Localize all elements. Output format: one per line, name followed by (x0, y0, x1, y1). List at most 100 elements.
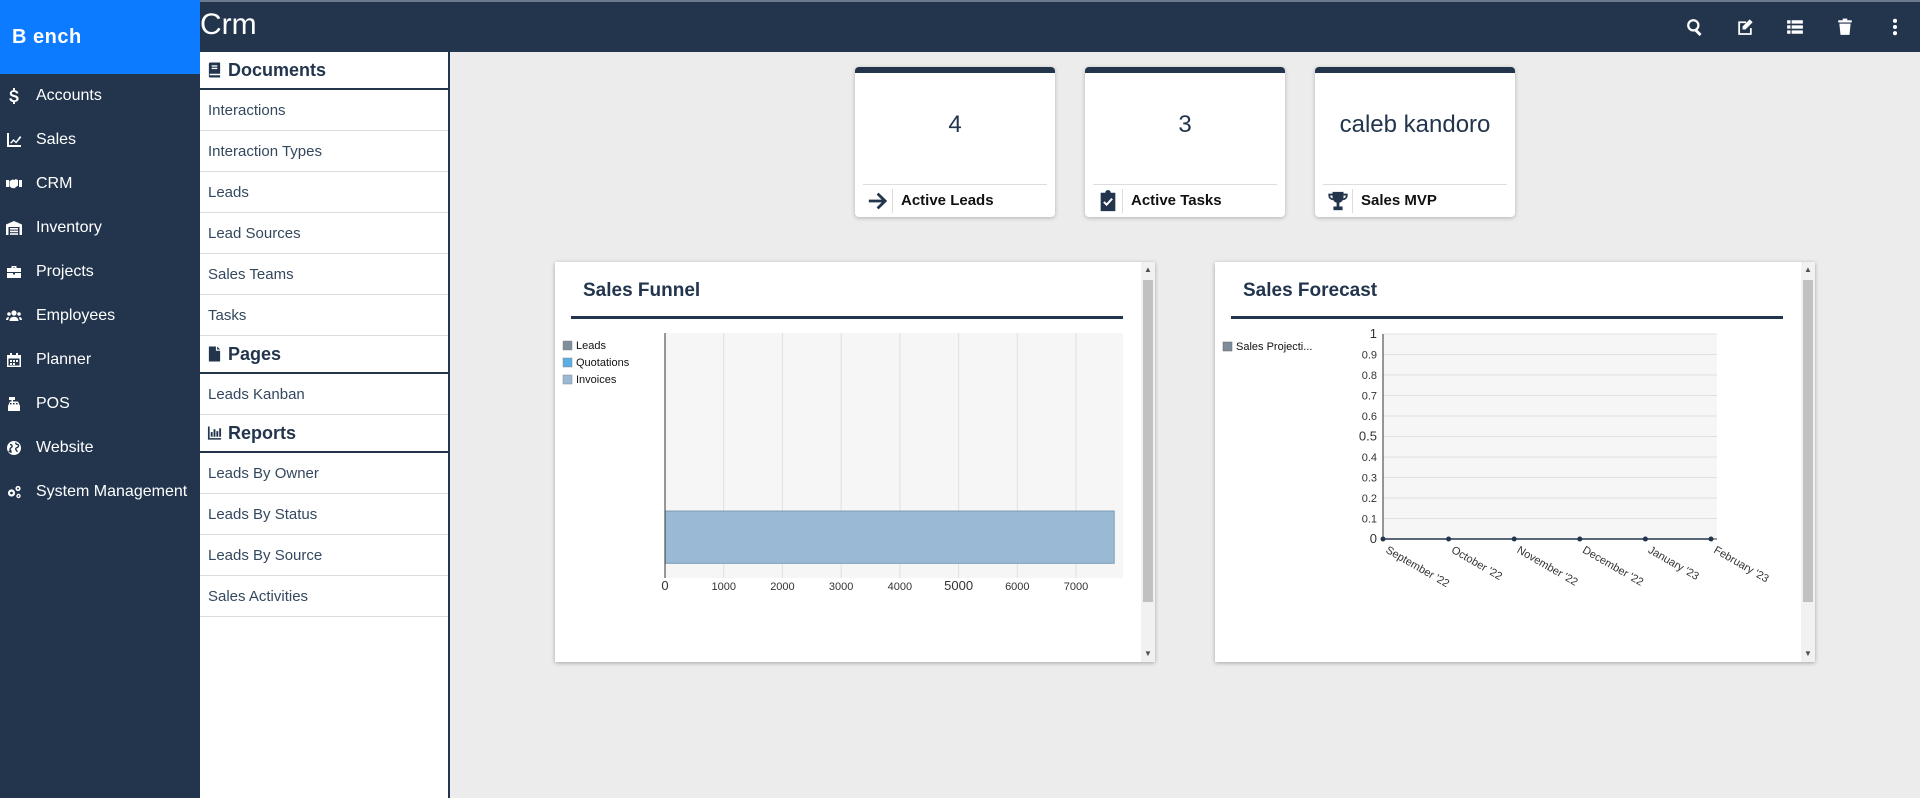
scroll-up-icon[interactable]: ▲ (1144, 265, 1152, 274)
y-tick-label: 0.8 (1362, 370, 1377, 382)
menu-item-leads-by-source[interactable]: Leads By Source (200, 535, 448, 576)
trash-icon (1838, 18, 1852, 35)
funnel-bar-invoices (664, 510, 1115, 564)
scroll-up-icon[interactable]: ▲ (1804, 265, 1812, 274)
more-button[interactable] (1870, 2, 1920, 52)
data-point[interactable] (1708, 536, 1714, 542)
panel-scrollbar[interactable]: ▲ ▼ (1141, 262, 1155, 662)
scroll-thumb[interactable] (1803, 280, 1813, 602)
menu-item-sales-teams[interactable]: Sales Teams (200, 254, 448, 295)
kpi-value: caleb kandoro (1339, 111, 1491, 138)
y-tick-label: 0.2 (1362, 493, 1377, 505)
scroll-down-icon[interactable]: ▼ (1144, 649, 1152, 658)
kpi-card-sales-mvp[interactable]: caleb kandoro Sales MVP (1315, 67, 1515, 217)
list-icon (1787, 20, 1803, 34)
top-bar: Crm (200, 0, 1920, 52)
legend-label: Invoices (576, 374, 617, 386)
trophy-icon (1327, 191, 1348, 210)
x-tick-label: November '22 (1515, 544, 1580, 588)
sidebar-item-accounts[interactable]: Accounts (0, 74, 200, 118)
scroll-down-icon[interactable]: ▼ (1804, 649, 1812, 658)
menu-section-title: Pages (228, 343, 282, 364)
y-tick-label: 0.4 (1362, 452, 1377, 464)
sidebar-item-projects[interactable]: Projects (0, 250, 200, 294)
sidebar-item-employees[interactable]: Employees (0, 294, 200, 338)
clipboard-check-icon (1100, 189, 1115, 211)
kpi-value: 4 (948, 111, 962, 138)
x-tick-label: December '22 (1580, 544, 1645, 588)
sidebar-item-crm[interactable]: CRM (0, 162, 200, 206)
sidebar-nav: Accounts Sales CRM Inventory Projects Employe… (0, 74, 200, 514)
chart-title: Sales Funnel (583, 280, 701, 301)
module-menu: Documents Interactions Interaction Types Le… (200, 52, 450, 798)
brand-logo[interactable]: B ench (0, 0, 200, 74)
legend-item[interactable]: Quotations (562, 357, 630, 369)
data-point[interactable] (1446, 536, 1452, 542)
x-tick-label: 0 (661, 578, 668, 593)
kpi-card-active-leads[interactable]: 4 Active Leads (855, 67, 1055, 217)
menu-item-interactions[interactable]: Interactions (200, 90, 448, 131)
legend-item[interactable]: Sales Projecti... (1222, 341, 1312, 353)
book-icon (204, 62, 224, 78)
title-divider (571, 316, 1123, 319)
sales-funnel-panel: Sales Funnel 0 1000 2000 3000 4000 5000 6000 70… (555, 262, 1155, 662)
sidebar-item-planner[interactable]: Planner (0, 338, 200, 382)
data-point[interactable] (1511, 536, 1517, 542)
dollar-icon (4, 88, 24, 104)
x-tick-label: 5000 (944, 578, 973, 593)
more-vertical-icon (1892, 18, 1898, 36)
menu-item-lead-sources[interactable]: Lead Sources (200, 213, 448, 254)
search-button[interactable] (1670, 2, 1720, 52)
kpi-label: Active Tasks (1131, 192, 1222, 209)
legend-swatch (562, 357, 573, 368)
sidebar-item-label: Planner (36, 351, 92, 368)
users-icon (4, 308, 24, 324)
sidebar-item-website[interactable]: Website (0, 426, 200, 470)
sidebar-item-pos[interactable]: POS (0, 382, 200, 426)
menu-item-leads[interactable]: Leads (200, 172, 448, 213)
sidebar-item-system-management[interactable]: System Management (0, 470, 200, 514)
y-tick-label: 0.3 (1362, 473, 1377, 485)
data-point[interactable] (1642, 536, 1648, 542)
menu-item-leads-by-status[interactable]: Leads By Status (200, 494, 448, 535)
legend-swatch (562, 374, 573, 385)
menu-section-reports: Reports (200, 415, 448, 453)
scroll-thumb[interactable] (1143, 280, 1153, 602)
list-button[interactable] (1770, 2, 1820, 52)
menu-item-leads-by-owner[interactable]: Leads By Owner (200, 453, 448, 494)
kpi-label: Sales MVP (1361, 192, 1437, 209)
panel-scrollbar[interactable]: ▲ ▼ (1801, 262, 1815, 662)
arrow-right-icon (868, 192, 887, 209)
calendar-icon (4, 352, 24, 368)
legend-item[interactable]: Invoices (562, 374, 617, 386)
edit-button[interactable] (1720, 2, 1770, 52)
menu-item-interaction-types[interactable]: Interaction Types (200, 131, 448, 172)
bar-chart-icon (204, 425, 224, 441)
warehouse-icon (4, 220, 24, 236)
delete-button[interactable] (1820, 2, 1870, 52)
menu-item-tasks[interactable]: Tasks (200, 295, 448, 336)
sidebar-item-label: Employees (36, 307, 116, 324)
sales-forecast-panel: Sales Forecast 0 0.1 0.2 0.3 0.4 0.5 0.6 0.7 0.8… (1215, 262, 1815, 662)
legend-label: Sales Projecti... (1236, 341, 1312, 353)
kpi-card-active-tasks[interactable]: 3 Active Tasks (1085, 67, 1285, 217)
sidebar-item-inventory[interactable]: Inventory (0, 206, 200, 250)
menu-item-sales-activities[interactable]: Sales Activities (200, 576, 448, 617)
legend-item[interactable]: Leads (562, 340, 606, 352)
sidebar-item-sales[interactable]: Sales (0, 118, 200, 162)
y-tick-label: 0.1 (1362, 514, 1377, 526)
x-tick-label: September '22 (1384, 544, 1452, 590)
data-point[interactable] (1577, 536, 1583, 542)
legend-label: Leads (576, 340, 606, 352)
title-divider (1231, 316, 1783, 319)
menu-section-pages: Pages (200, 336, 448, 374)
y-tick-label: 0.5 (1359, 429, 1377, 444)
chart-title: Sales Forecast (1243, 280, 1378, 301)
data-point[interactable] (1380, 536, 1386, 542)
file-icon (204, 346, 224, 362)
page-title: Crm (200, 8, 257, 41)
sidebar-item-label: Accounts (36, 87, 102, 104)
legend-swatch (1222, 341, 1233, 352)
menu-item-leads-kanban[interactable]: Leads Kanban (200, 374, 448, 415)
x-tick-label: 6000 (1005, 581, 1029, 593)
